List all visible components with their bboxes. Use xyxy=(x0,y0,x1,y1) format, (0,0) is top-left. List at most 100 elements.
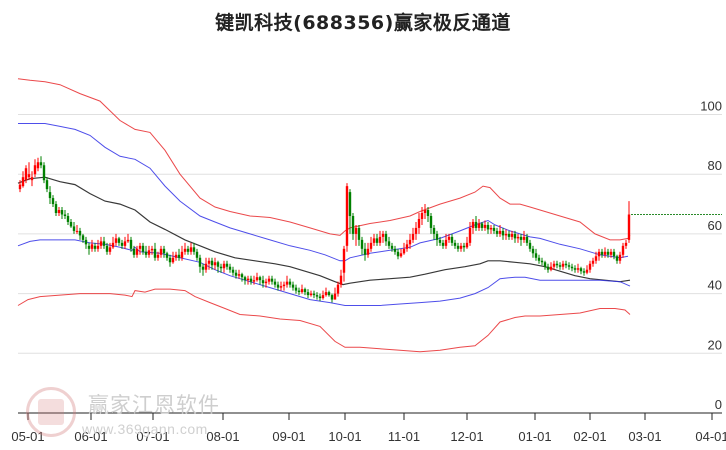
candle-up xyxy=(24,168,28,181)
candle-down xyxy=(390,245,394,249)
grid-lines xyxy=(18,114,722,354)
candle-up xyxy=(468,227,472,243)
candle-down xyxy=(81,235,85,240)
candle-up xyxy=(552,263,556,267)
candle-up xyxy=(402,248,406,254)
candle-down xyxy=(360,239,364,249)
candle-up xyxy=(171,257,175,263)
candle-down xyxy=(513,233,517,239)
candle-up xyxy=(237,274,241,276)
candle-down xyxy=(102,241,106,246)
candle-up xyxy=(366,248,370,255)
candle-down xyxy=(567,265,571,267)
candle-down xyxy=(453,242,457,246)
candle-down xyxy=(303,289,307,293)
candle-up xyxy=(36,162,40,169)
candle-down xyxy=(42,165,46,181)
candle-down xyxy=(297,290,301,293)
candle-down xyxy=(486,224,490,230)
candle-up xyxy=(75,230,79,232)
candle-down xyxy=(306,292,310,296)
candle-up xyxy=(372,238,376,243)
candle-up xyxy=(498,230,502,234)
candle-down xyxy=(612,251,616,257)
candle-down xyxy=(462,245,466,248)
candle-up xyxy=(510,233,514,237)
candle-down xyxy=(195,251,199,258)
candle-up xyxy=(321,295,325,299)
candle-up xyxy=(204,263,208,270)
candle-up xyxy=(345,186,349,246)
candle-down xyxy=(276,284,280,288)
candle-up xyxy=(483,224,487,228)
candle-down xyxy=(393,248,397,252)
candle-down xyxy=(234,272,238,276)
x-tick-label: 11-01 xyxy=(388,429,420,444)
candle-down xyxy=(396,251,400,257)
candle-up xyxy=(138,245,142,249)
candle-down xyxy=(507,233,511,237)
candle-down xyxy=(435,233,439,240)
candle-down xyxy=(45,180,49,190)
candle-down xyxy=(48,192,52,199)
candle-up xyxy=(126,239,130,242)
candle-up xyxy=(618,254,622,261)
candle-down xyxy=(573,268,577,270)
candle-up xyxy=(279,286,283,288)
candle-up xyxy=(285,281,289,285)
candle-up xyxy=(123,241,127,246)
candle-up xyxy=(354,227,358,234)
candle-down xyxy=(288,281,292,285)
candle-down xyxy=(330,295,334,300)
candle-down xyxy=(270,278,274,282)
candle-down xyxy=(615,256,619,261)
candle-down xyxy=(93,245,97,249)
candle-down xyxy=(231,269,235,273)
y-tick-label: 0 xyxy=(715,397,722,412)
candle-down xyxy=(198,257,202,267)
candle-down xyxy=(192,247,196,252)
candle-down xyxy=(606,251,610,255)
candle-up xyxy=(588,263,592,270)
candle-up xyxy=(381,233,385,237)
candle-up xyxy=(114,238,118,243)
candle-down xyxy=(249,278,253,282)
candle-down xyxy=(501,230,505,236)
x-tick-label: 01-01 xyxy=(518,429,551,444)
candle-up xyxy=(411,233,415,240)
candle-down xyxy=(537,257,541,261)
candle-up xyxy=(627,214,631,240)
candle-down xyxy=(66,215,70,222)
candle-down xyxy=(429,215,433,228)
candle-down xyxy=(351,215,355,234)
candle-down xyxy=(555,263,559,266)
candle-up xyxy=(252,280,256,282)
candle-down xyxy=(375,238,379,243)
candle-up xyxy=(324,292,328,296)
candle-down xyxy=(117,238,121,243)
y-axis-labels: 0 20 40 60 80 100 xyxy=(700,99,722,413)
candle-up xyxy=(471,221,475,228)
candle-up xyxy=(222,263,226,269)
candle-down xyxy=(534,253,538,258)
candle-up xyxy=(621,245,625,255)
candle-down xyxy=(54,204,58,214)
candle-down xyxy=(564,263,568,266)
candle-up xyxy=(18,184,22,190)
candle-down xyxy=(531,248,535,254)
candle-down xyxy=(600,251,604,255)
chart-title: 键凯科技(688356)赢家极反通道 xyxy=(215,12,511,34)
candle-down xyxy=(291,284,295,288)
candle-up xyxy=(213,262,217,266)
candle-up xyxy=(591,260,595,264)
candle-up xyxy=(408,239,412,245)
candle-down xyxy=(357,227,361,240)
candle-up xyxy=(423,210,427,214)
candle-down xyxy=(546,266,550,270)
candle-up xyxy=(159,248,163,255)
candle-up xyxy=(444,239,448,246)
candle-down xyxy=(570,266,574,269)
candle-up xyxy=(90,244,94,249)
candle-up xyxy=(549,266,553,270)
